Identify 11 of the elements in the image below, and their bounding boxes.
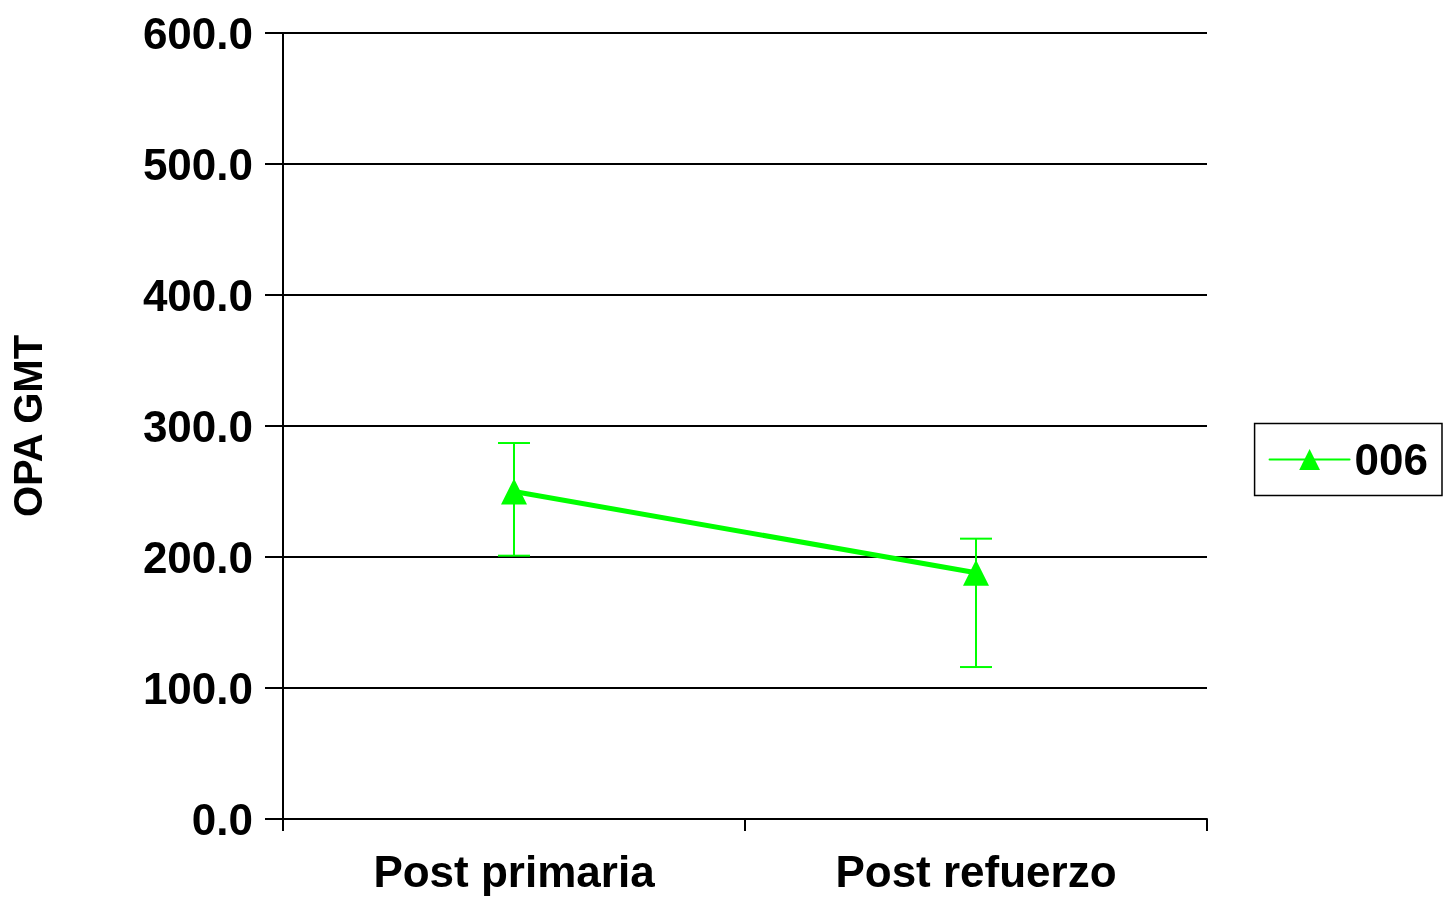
x-tick-label: Post primaria — [373, 846, 656, 896]
y-tick-label: 0.0 — [191, 794, 253, 844]
y-tick-label: 200.0 — [142, 532, 253, 582]
y-tick-label: 100.0 — [142, 663, 253, 713]
y-tick-label: 600.0 — [142, 8, 253, 58]
legend-label: 006 — [1354, 435, 1429, 484]
y-axis-title: OPA GMT — [6, 334, 50, 518]
x-tick-label: Post refuerzo — [835, 846, 1117, 896]
y-tick-label: 300.0 — [142, 401, 253, 451]
y-tick-label: 500.0 — [142, 139, 253, 189]
y-tick-label: 400.0 — [142, 270, 253, 320]
